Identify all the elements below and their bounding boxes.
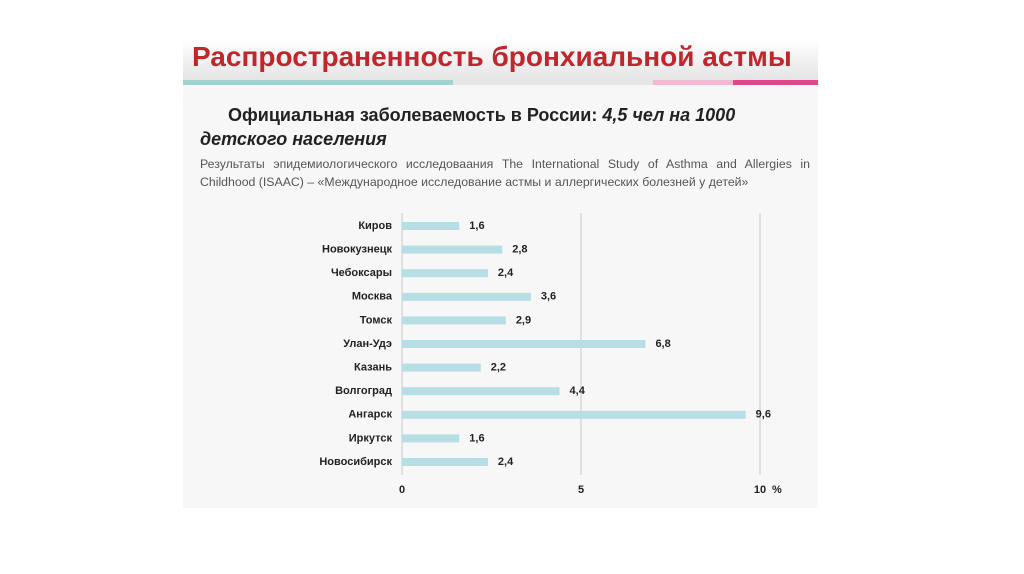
y-tick-label: Иркутск xyxy=(349,432,393,444)
bar xyxy=(402,269,488,278)
bar xyxy=(402,245,503,254)
y-tick-label: Казань xyxy=(354,362,392,374)
bar xyxy=(402,458,488,466)
value-label: 1,6 xyxy=(469,220,484,232)
bar xyxy=(402,434,460,443)
y-tick-label: Улан-Удэ xyxy=(343,338,392,350)
description: Результаты эпидемиологического исследова… xyxy=(200,157,810,189)
value-label: 2,4 xyxy=(498,267,514,279)
y-tick-label: Новосибирск xyxy=(319,456,392,468)
value-label: 1,6 xyxy=(469,432,484,444)
y-tick-label: Новокузнецк xyxy=(322,244,392,256)
value-label: 6,8 xyxy=(655,338,670,350)
value-label: 4,4 xyxy=(570,385,586,397)
y-tick-label: Чебоксары xyxy=(331,267,392,279)
stripe xyxy=(453,80,653,85)
value-label: 3,6 xyxy=(541,291,556,303)
bar xyxy=(402,387,560,396)
stripe xyxy=(653,80,733,85)
bar xyxy=(402,316,506,325)
value-label: 2,4 xyxy=(498,456,514,468)
subtitle-text: Официальная заболеваемость в России: xyxy=(228,105,598,125)
bar xyxy=(402,340,646,348)
value-label: 2,8 xyxy=(512,244,527,256)
stripe xyxy=(733,80,818,85)
value-label: 9,6 xyxy=(756,409,771,421)
subtitle-value: 4,5 чел на 1000 детского населения xyxy=(200,105,736,149)
x-axis-unit: % xyxy=(772,484,782,496)
y-tick-label: Москва xyxy=(352,291,393,303)
y-tick-label: Киров xyxy=(358,220,392,232)
slide xyxy=(183,40,818,508)
x-tick-label: 0 xyxy=(399,484,405,496)
title-bar xyxy=(183,40,818,80)
y-tick-label: Ангарск xyxy=(348,409,392,421)
bar xyxy=(402,410,746,419)
y-tick-label: Волгоград xyxy=(335,385,392,397)
bar xyxy=(402,292,531,301)
stripe xyxy=(183,80,453,85)
slide-title: Распространенность бронхиальной астмы xyxy=(192,41,792,72)
value-label: 2,9 xyxy=(516,314,531,326)
y-tick-label: Томск xyxy=(360,314,393,326)
subtitle: Официальная заболеваемость в России: 4,5… xyxy=(200,103,760,151)
x-tick-label: 10 xyxy=(754,484,766,496)
bar xyxy=(402,222,460,230)
value-label: 2,2 xyxy=(491,362,506,374)
x-tick-label: 5 xyxy=(578,484,584,496)
bar xyxy=(402,363,481,372)
